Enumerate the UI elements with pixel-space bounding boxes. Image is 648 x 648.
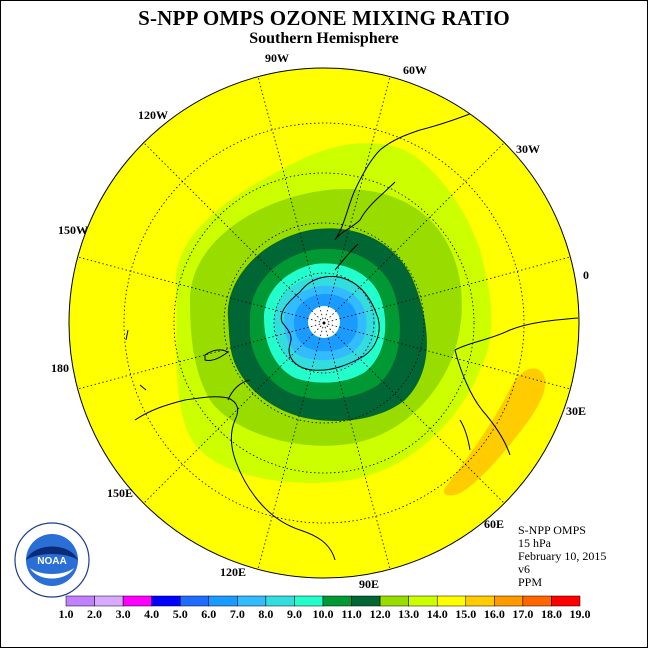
- lon-label-150w: 150W: [58, 223, 88, 237]
- colorbar-tick-label: 1.0: [58, 607, 74, 621]
- lon-label-180: 180: [51, 361, 69, 375]
- colorbar-cell: [122, 595, 152, 607]
- colorbar-cell: [494, 595, 524, 607]
- lon-label-30e: 30E: [566, 404, 587, 418]
- meridian-line: [257, 76, 325, 324]
- colorbar-cell: [351, 595, 381, 607]
- coast-antarctica: [280, 276, 380, 371]
- colorbar-tick-label: 15.0: [455, 607, 477, 621]
- coast-islands: [125, 329, 147, 391]
- coast-south-america: [334, 109, 481, 241]
- coast-new-zealand: [204, 349, 229, 361]
- colorbar-cell: [208, 595, 238, 607]
- meridian-line: [323, 256, 571, 324]
- meridian-line: [323, 322, 391, 570]
- colorbar-cell: [551, 595, 581, 607]
- colorbar-cell: [237, 595, 267, 607]
- lon-label-120w: 120W: [138, 108, 168, 122]
- colorbar-tick-label: 4.0: [144, 607, 160, 621]
- lon-label-0: 0: [583, 268, 589, 282]
- colorbar-cell: [522, 595, 552, 607]
- colorbar-cell: [465, 595, 495, 607]
- map-disk: [69, 68, 579, 578]
- info-units: PPM: [518, 575, 543, 589]
- meridian-line: [323, 142, 505, 324]
- colorbar-cell: [65, 595, 95, 607]
- meridian-line: [323, 322, 571, 390]
- meridian-line: [257, 322, 325, 570]
- colorbar-cell: [151, 595, 181, 607]
- colorbar-tick-label: 17.0: [512, 607, 534, 621]
- coast-africa: [454, 317, 579, 456]
- info-panel: S-NPP OMPS 15 hPa February 10, 2015 v6 P…: [518, 524, 606, 589]
- lon-label-90w: 90W: [265, 51, 289, 65]
- meridian-line: [323, 322, 505, 504]
- latitude-circles: [123, 122, 525, 524]
- info-version: v6: [518, 562, 530, 576]
- colorbar: [65, 595, 581, 607]
- logo-text: NOAA: [37, 556, 66, 567]
- map-boundary: [68, 67, 580, 579]
- colorbar-tick-label: 13.0: [398, 607, 420, 621]
- meridian-lines: [77, 76, 571, 570]
- colorbar-cell: [265, 595, 295, 607]
- colorbar-cell: [408, 595, 438, 607]
- map-title: S-NPP OMPS OZONE MIXING RATIO: [138, 6, 510, 30]
- colorbar-cell: [322, 595, 352, 607]
- colorbar-labels: 1.0 2.0 3.0 4.0 5.0 6.0 7.0 8.0 9.0 10.0 11.0 12.0 1…: [0, 607, 648, 623]
- colorbar-cell: [94, 595, 124, 607]
- coast-antarctic-peninsula: [334, 243, 359, 271]
- colorbar-cell: [436, 595, 467, 607]
- meridian-line: [143, 142, 325, 324]
- meridian-line: [323, 76, 391, 324]
- map-subtitle: Southern Hemisphere: [249, 30, 399, 47]
- colorbar-tick-label: 3.0: [115, 607, 131, 621]
- colorbar-cells: [65, 595, 581, 607]
- meridian-line: [143, 322, 325, 504]
- lon-label-60w: 60W: [403, 63, 427, 77]
- coastlines: [125, 109, 579, 561]
- coast-australia: [134, 379, 336, 561]
- colorbar-tick-label: 8.0: [258, 607, 274, 621]
- colorbar-tick-label: 10.0: [312, 607, 334, 621]
- info-level: 15 hPa: [518, 536, 551, 550]
- colorbar-tick-label: 19.0: [569, 607, 591, 621]
- colorbar-cell: [179, 595, 210, 607]
- colorbar-tick-label: 7.0: [229, 607, 245, 621]
- colorbar-tick-label: 5.0: [172, 607, 188, 621]
- lon-label-150e: 150E: [107, 486, 134, 500]
- colorbar-tick-label: 11.0: [341, 607, 362, 621]
- meridian-line: [77, 322, 325, 390]
- colorbar-tick-label: 9.0: [286, 607, 302, 621]
- colorbar-cell: [294, 595, 324, 607]
- colorbar-tick-label: 6.0: [201, 607, 217, 621]
- colorbar-cell: [379, 595, 409, 607]
- colorbar-tick-label: 18.0: [540, 607, 562, 621]
- colorbar-tick-label: 14.0: [426, 607, 448, 621]
- info-date: February 10, 2015: [518, 549, 607, 563]
- lon-label-90e: 90E: [359, 577, 380, 591]
- colorbar-tick-label: 12.0: [369, 607, 391, 621]
- ozone-maximum-15: [443, 368, 546, 496]
- lon-label-120e: 120E: [220, 565, 247, 579]
- meridian-line: [77, 256, 325, 324]
- info-instrument: S-NPP OMPS: [518, 523, 586, 537]
- colorbar-tick-label: 16.0: [483, 607, 505, 621]
- lon-label-30w: 30W: [516, 142, 540, 156]
- lon-label-60e: 60E: [484, 517, 505, 531]
- colorbar-tick-label: 2.0: [87, 607, 103, 621]
- noaa-logo: NOAA: [14, 522, 90, 598]
